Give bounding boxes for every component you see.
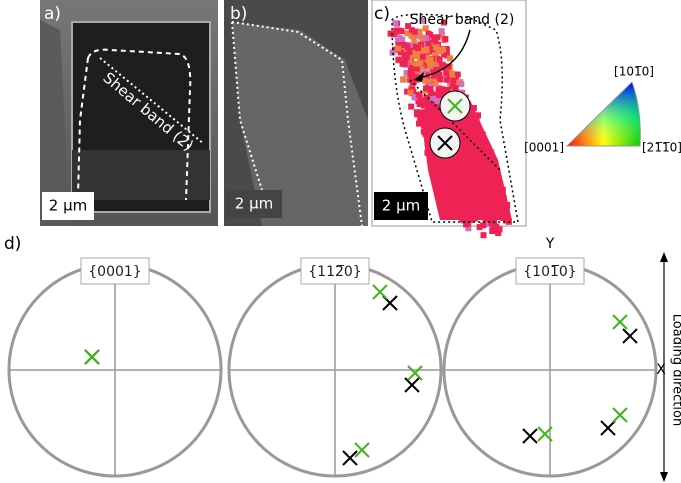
ebsd-pixel [404, 55, 410, 61]
ebsd-pixel [415, 45, 421, 51]
annotation: Shear band (2) [410, 12, 515, 28]
axis-label: Loading direction [670, 314, 681, 426]
ebsd-pixel [447, 55, 453, 61]
panel-b: b) 2 µm [224, 0, 368, 226]
cross-marker [601, 421, 615, 435]
ebsd-pixel [395, 46, 401, 52]
ebsd-pixel [414, 66, 420, 72]
ebsd-pixel [490, 223, 496, 229]
ipf-label: [101̅0] [614, 65, 654, 79]
pole-title: {101̅0} [523, 264, 576, 280]
ebsd-pixel [423, 85, 429, 91]
ebsd-pixel [431, 36, 437, 42]
cross-marker [373, 285, 387, 299]
ipf-label: [21̅1̅0] [642, 141, 681, 155]
ebsd-pixel [427, 63, 433, 69]
arrow-head [660, 252, 668, 262]
ebsd-pixel [434, 44, 440, 50]
ebsd-pixel [439, 28, 445, 34]
ebsd-pixel [420, 54, 426, 60]
pole-figures: {0001} {112̅0} {101̅0} [9, 258, 656, 476]
ebsd-pixel [423, 35, 429, 41]
ebsd-pixel [396, 57, 402, 63]
ebsd-pixel [392, 20, 398, 26]
ebsd-pixel [413, 52, 419, 58]
ebsd-pixel [450, 78, 456, 84]
cross-marker [623, 329, 637, 343]
ebsd-pixel [424, 47, 430, 53]
panel-c: c) Shear band (2) 2 µm [372, 0, 526, 238]
ebsd-pixel [440, 47, 446, 53]
cross-marker [343, 451, 357, 465]
cross-marker [523, 429, 537, 443]
ebsd-pixel [437, 56, 443, 62]
scale-bar: 2 µm [382, 197, 420, 215]
axis-label: X [656, 362, 666, 378]
ipf-overlay [567, 82, 640, 146]
ebsd-pixel [442, 36, 448, 42]
panel-a: a) Shear band (2) 2 µm [40, 0, 218, 226]
ebsd-pixel [453, 85, 459, 91]
panel-label: c) [374, 4, 390, 24]
ebsd-pixel [418, 60, 424, 66]
ebsd-pixel [437, 76, 443, 82]
ebsd-pixel [416, 92, 422, 98]
ebsd-pixel [422, 78, 428, 84]
ebsd-pixel [443, 70, 449, 76]
pole-title: {112̅0} [308, 264, 361, 280]
cross-marker [613, 408, 627, 422]
ipf-label: [0001] [524, 141, 564, 155]
scale-bar: 2 µm [49, 197, 87, 215]
cross-marker [85, 350, 99, 364]
scale-bar: 2 µm [235, 195, 273, 213]
ebsd-pixel [401, 76, 407, 82]
cross-marker [408, 366, 422, 380]
ebsd-pixel [409, 71, 415, 77]
cross-marker [355, 443, 369, 457]
axis-label: Y [545, 236, 555, 252]
ebsd-pixel [412, 29, 418, 35]
ebsd-pixel [409, 77, 415, 83]
pole-title: {0001} [88, 264, 141, 280]
cross-marker [405, 378, 419, 392]
ebsd-pixel [414, 111, 420, 117]
ebsd-pixel [477, 224, 483, 230]
ebsd-pixel [404, 44, 410, 50]
panel-label: b) [230, 4, 247, 24]
panel-label: a) [44, 4, 61, 24]
ebsd-pixel [430, 96, 436, 102]
arrow-head [660, 472, 668, 482]
ipf-key: [101̅0] [0001] [21̅1̅0] [524, 65, 681, 155]
ebsd-pixel [408, 104, 414, 110]
ebsd-pixel [444, 77, 450, 83]
ebsd-pixel [449, 70, 455, 76]
figure: a) Shear band (2) 2 µm b) 2 µm c) Shear … [0, 0, 681, 483]
cross-marker [613, 315, 627, 329]
panel-label: d) [4, 234, 21, 254]
ebsd-pixel [397, 35, 403, 41]
ebsd-pixel [481, 232, 487, 238]
ebsd-pixel [425, 55, 431, 61]
ebsd-pixel [458, 81, 464, 87]
